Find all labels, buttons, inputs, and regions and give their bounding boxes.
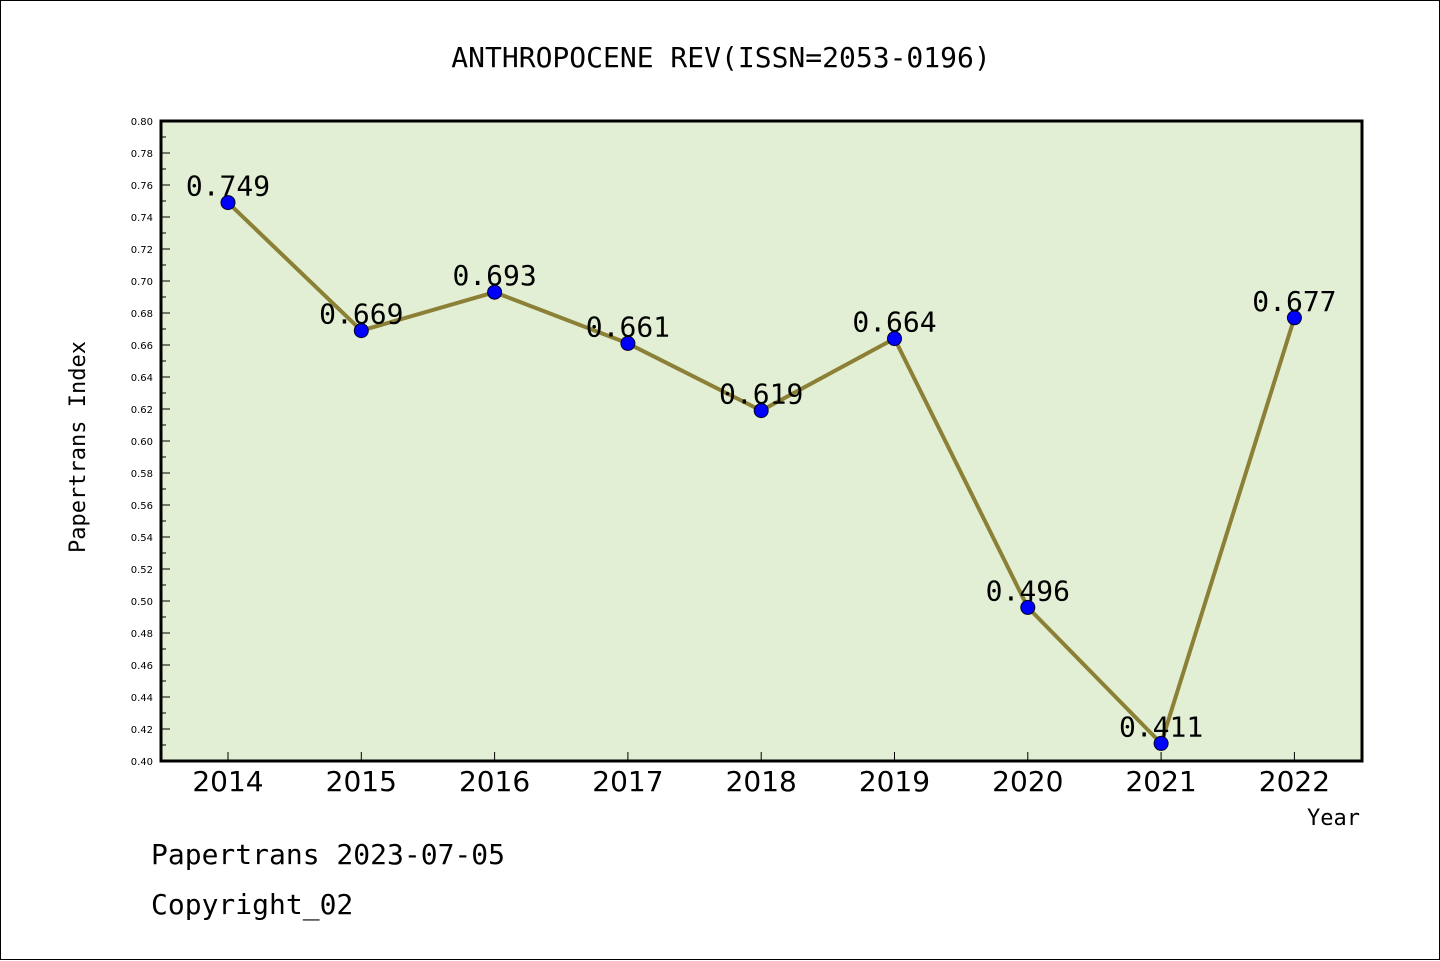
data-point — [353, 323, 369, 339]
y-tick-label: 0.42 — [131, 725, 153, 736]
x-axis: 2014 2015 2016 2017 2018 2019 2020 2021 2022 — [192, 752, 1330, 798]
y-tick-label: 0.72 — [131, 245, 153, 256]
y-tick-label: 0.78 — [131, 149, 153, 160]
y-axis-label: Papertrans Index — [66, 341, 91, 553]
y-tick-label: 0.44 — [131, 693, 153, 704]
data-point — [1286, 310, 1302, 326]
x-tick-label: 2021 — [1125, 765, 1196, 798]
data-point — [753, 403, 769, 419]
y-tick-label: 0.56 — [131, 501, 153, 512]
y-tick-label: 0.62 — [131, 405, 153, 416]
y-tick-label: 0.60 — [131, 437, 153, 448]
data-point — [887, 331, 902, 347]
y-tick-label: 0.54 — [131, 533, 153, 544]
data-point — [487, 284, 503, 300]
y-tick-label: 0.58 — [131, 469, 153, 480]
x-axis-label: Year — [1307, 806, 1360, 831]
footer-copyright: Copyright_02 — [151, 888, 353, 922]
y-tick-label: 0.46 — [131, 661, 153, 672]
y-tick-label: 0.48 — [131, 629, 153, 640]
y-tick-label: 0.66 — [131, 341, 153, 352]
y-tick-label: 0.74 — [131, 213, 153, 224]
y-tick-label: 0.70 — [131, 277, 153, 288]
chart-title: ANTHROPOCENE REV(ISSN=2053-0196) — [451, 41, 990, 74]
y-tick-label: 0.80 — [131, 117, 153, 128]
y-tick-label: 0.50 — [131, 597, 153, 608]
x-tick-label: 2015 — [326, 765, 397, 798]
data-label: 0.664 — [852, 306, 936, 339]
data-point — [1153, 735, 1169, 751]
x-tick-label: 2014 — [192, 765, 263, 798]
data-label: 0.749 — [186, 170, 270, 203]
x-tick-label: 2020 — [992, 765, 1063, 798]
y-tick-label: 0.68 — [131, 309, 153, 320]
data-label: 0.619 — [719, 378, 803, 411]
data-markers — [220, 195, 1302, 751]
data-label: 0.677 — [1252, 285, 1336, 318]
x-tick-label: 2018 — [726, 765, 797, 798]
data-point — [1020, 599, 1036, 615]
y-tick-label: 0.52 — [131, 565, 153, 576]
data-label: 0.693 — [452, 259, 536, 292]
data-labels: 0.749 0.669 0.693 0.661 0.619 0.664 0.496 0.411… — [186, 170, 1337, 744]
x-tick-label: 2022 — [1259, 765, 1330, 798]
x-tick-label: 2019 — [859, 765, 930, 798]
plot-area — [159, 119, 1364, 763]
x-tick-label: 2016 — [459, 765, 530, 798]
data-point — [620, 335, 636, 351]
footer-date: Papertrans 2023-07-05 — [151, 838, 505, 871]
y-tick-label: 0.76 — [131, 181, 153, 192]
data-label: 0.411 — [1119, 710, 1203, 743]
y-axis: 0.40 0.42 0.44 0.46 0.48 0.50 0.52 0.54 0.56 0.58… — [131, 117, 170, 768]
x-tick-label: 2017 — [592, 765, 663, 798]
data-point — [220, 195, 236, 211]
y-tick-label: 0.40 — [131, 757, 153, 768]
y-tick-label: 0.64 — [131, 373, 153, 384]
data-label: 0.496 — [986, 574, 1070, 607]
data-label: 0.661 — [586, 310, 670, 343]
data-label: 0.669 — [319, 298, 403, 331]
